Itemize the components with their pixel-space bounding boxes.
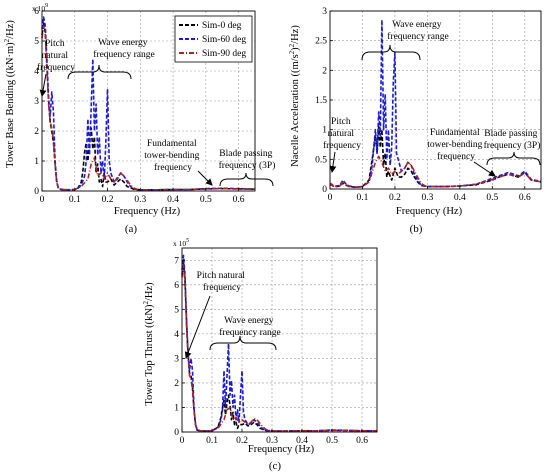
chart-a-ytick-label: 5 (34, 37, 39, 47)
chart-c-xlabel: Frequency (Hz) (248, 444, 315, 455)
chart-b: 0 0.1 0.2 0.3 0.4 0.5 0.6 0 0.5 1 1.5 2 2.5 3 Nacelle… (288, 7, 542, 235)
chart-c-panel-label: (c) (269, 460, 282, 472)
chart-b-ytick-label: 0.5 (315, 155, 327, 165)
chart-c-xtick-label: 0.4 (296, 436, 308, 446)
chart-a-xtick-label: 0.1 (69, 195, 81, 205)
chart-a-xtick-label: 0.2 (102, 195, 114, 205)
chart-c-series (181, 254, 377, 432)
chart-c-ytick-label: 0 (174, 428, 179, 438)
chart-a-axes: 0 0.1 0.2 0.3 0.4 0.5 0.6 0 1 2 3 4 5 6 (34, 7, 256, 205)
chart-b-xtick-label: 0.1 (357, 193, 369, 203)
chart-a-series-2-line (41, 25, 256, 191)
chart-a-xtick-label: 0.5 (200, 195, 212, 205)
chart-b-xtick-label: 0.3 (421, 193, 433, 203)
chart-c-plot-area (182, 248, 377, 432)
chart-c-ytick-label: 3 (174, 354, 179, 364)
chart-c-ytick-label: 2 (174, 379, 179, 389)
chart-b-xtick-label: 0 (328, 193, 333, 203)
chart-b-xtick-label: 0.4 (454, 193, 466, 203)
chart-c-ytick-label: 4 (174, 330, 179, 340)
chart-a-annotation-blade: Blade passing frequency (3P) (219, 149, 276, 171)
chart-b-gridlines (330, 10, 541, 189)
chart-b-annotations: Nacelle Acceleration ((m/s2)2/Hz) Freque… (288, 20, 541, 235)
chart-c-annotation-wave: Wave energy frequency range (219, 316, 280, 338)
chart-c-ytick-label: 6 (174, 281, 179, 291)
chart-b-xtick-label: 0.5 (486, 193, 498, 203)
legend-label-sim-90: Sim-90 deg (202, 49, 246, 59)
chart-c-xtick-label: 0.1 (206, 436, 218, 446)
chart-a-y-exponent: x 109 (32, 3, 48, 13)
chart-a-panel-label: (a) (125, 223, 138, 235)
chart-b-annotation-tower: Fundamental tower-bending frequency (427, 128, 485, 162)
chart-b-tower-arrow (473, 161, 496, 177)
chart-b-ytick-label: 2.5 (315, 37, 327, 47)
chart-a: 0 0.1 0.2 0.3 0.4 0.5 0.6 0 1 2 3 4 5 6 x 109 Tower B… (3, 3, 275, 235)
chart-a-ylabel: Tower Base Bending ((kN·m)2/Hz) (3, 20, 16, 168)
legend-label-sim-60: Sim-60 deg (202, 35, 246, 45)
chart-b-axes: 0 0.1 0.2 0.3 0.4 0.5 0.6 0 0.5 1 1.5 2 2.5 3 (315, 7, 542, 203)
chart-b-annotation-wave: Wave energy frequency range (387, 20, 448, 42)
chart-b-series (329, 19, 542, 188)
chart-c-wave-brace (209, 335, 277, 351)
chart-b-wave-brace (361, 44, 421, 61)
chart-b-ytick-label: 1 (322, 126, 327, 136)
chart-a-wave-brace (67, 64, 132, 80)
chart-b-xlabel: Frequency (Hz) (396, 206, 463, 217)
chart-a-annotation-tower: Fundamental tower-bending frequency (144, 139, 202, 173)
chart-b-ytick-label: 1.5 (315, 96, 327, 106)
chart-a-xlabel: Frequency (Hz) (114, 206, 181, 217)
chart-a-xtick-label: 0.6 (233, 195, 245, 205)
chart-c-pitch-arrow (184, 295, 211, 359)
chart-c: 0 0.1 0.2 0.3 0.4 0.5 0.6 0 1 2 3 4 5 6 7 x 105 Tower … (142, 238, 378, 472)
chart-b-pitch-arrow (329, 151, 337, 173)
chart-c-xtick-label: 0.3 (266, 436, 278, 446)
chart-c-xtick-label: 0.2 (236, 436, 248, 446)
chart-c-ytick-label: 5 (174, 305, 179, 315)
chart-a-annotations: x 109 Tower Base Bending ((kN·m)2/Hz) Fr… (3, 3, 275, 235)
chart-a-legend: Sim-0 deg Sim-60 deg Sim-90 deg (174, 15, 253, 63)
chart-c-ytick-label: 1 (174, 403, 179, 413)
chart-c-ylabel: Tower Top Thrust ((kN)2/Hz) (142, 282, 155, 406)
chart-c-xtick-label: 0.5 (326, 436, 338, 446)
chart-c-annotations: x 105 Tower Top Thrust ((kN)2/Hz) Freque… (142, 238, 315, 472)
chart-a-ytick-label: 3 (34, 97, 39, 107)
chart-a-ytick-label: 4 (34, 67, 39, 77)
chart-c-gridlines (182, 248, 377, 432)
chart-a-ytick-label: 1 (34, 157, 39, 167)
chart-b-ytick-label: 3 (322, 7, 327, 17)
chart-a-ytick-label: 2 (34, 127, 39, 137)
chart-c-ytick-label: 7 (174, 256, 179, 266)
chart-a-xtick-label: 0.4 (167, 195, 179, 205)
chart-c-axes-frame (181, 247, 378, 433)
chart-b-xtick-label: 0.2 (389, 193, 401, 203)
chart-a-xtick-label: 0.3 (134, 195, 146, 205)
chart-a-annotation-pitch: Pitch natural frequency (37, 39, 75, 73)
chart-a-xtick-label: 0 (40, 195, 45, 205)
chart-b-panel-label: (b) (410, 223, 423, 235)
chart-b-ytick-label: 2 (322, 66, 327, 76)
chart-c-xtick-label: 0 (180, 436, 185, 446)
chart-c-series-2-line (181, 264, 377, 432)
chart-b-ytick-label: 0 (322, 185, 327, 195)
chart-b-annotation-pitch: Pitch natural frequency (323, 117, 361, 151)
chart-b-ylabel: Nacelle Acceleration ((m/s2)2/Hz) (288, 25, 301, 167)
chart-b-xtick-label: 0.6 (519, 193, 531, 203)
chart-b-series-2-line (329, 155, 542, 188)
chart-c-axes: 0 0.1 0.2 0.3 0.4 0.5 0.6 0 1 2 3 4 5 6 7 (174, 247, 378, 446)
chart-c-y-exponent: x 105 (173, 238, 189, 248)
chart-a-annotation-wave: Wave energy frequency range (93, 38, 154, 60)
chart-a-pitch-arrow (39, 73, 47, 97)
chart-a-ytick-label: 6 (34, 7, 39, 17)
chart-c-annotation-pitch: Pitch natural frequency (197, 271, 248, 293)
chart-a-ytick-label: 0 (34, 187, 39, 197)
chart-a-series (41, 16, 256, 191)
chart-c-series-1-line (181, 254, 377, 432)
chart-a-blade-brace (219, 172, 274, 187)
chart-b-blade-brace (486, 151, 541, 166)
chart-c-xtick-label: 0.6 (356, 436, 368, 446)
chart-b-annotation-blade: Blade passing frequency (3P) (484, 129, 541, 151)
chart-a-tower-arrow (197, 170, 213, 186)
legend-label-sim-0: Sim-0 deg (202, 21, 242, 31)
